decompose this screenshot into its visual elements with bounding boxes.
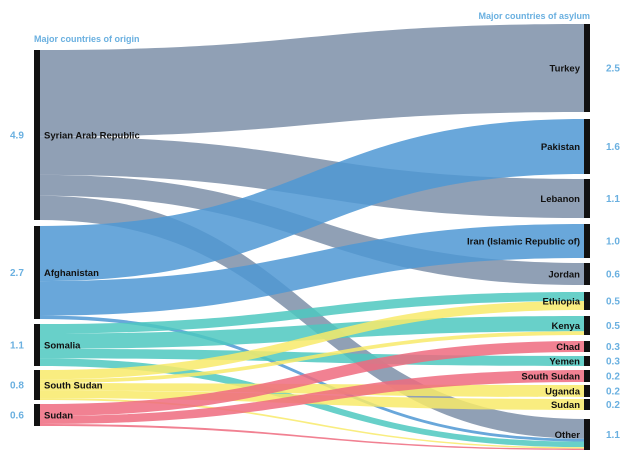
asylum-node-other [584, 419, 590, 450]
flow-group [40, 24, 584, 450]
asylum-value-lebanon: 1.1 [606, 194, 620, 205]
asylum-node-turkey [584, 24, 590, 112]
origin-node-afghanistan [34, 226, 40, 319]
origin-label-sudan: Sudan [44, 411, 73, 422]
asylum-value-jordan: 0.6 [606, 270, 620, 281]
asylum-label-uganda: Uganda [545, 387, 581, 398]
asylum-node-ethiopia [584, 292, 590, 310]
asylum-label-sudan: Sudan [551, 400, 580, 411]
flow-somalia-to-ethiopia [40, 292, 584, 334]
asylum-label-ethiopia: Ethiopia [543, 297, 581, 308]
asylum-label-jordan: Jordan [548, 270, 580, 281]
asylum-value-ethiopia: 0.5 [606, 297, 620, 308]
flow-sudan-to-chad [40, 341, 584, 416]
flow-sudan-to-other [40, 424, 584, 450]
flow-afghanistan-to-pakistan [40, 119, 584, 282]
asylum-value-pakistan: 1.6 [606, 142, 620, 153]
flow-somalia-to-kenya [40, 316, 584, 349]
asylum-node-lebanon [584, 179, 590, 218]
asylum-value-uganda: 0.2 [606, 387, 620, 398]
asylum-value-other: 1.1 [606, 430, 620, 441]
origin-value-south-sudan: 0.8 [10, 381, 24, 392]
asylum-node-iran-islamic-republic-of [584, 224, 590, 258]
asylum-label-yemen: Yemen [549, 357, 580, 368]
origin-value-syrian-arab-republic: 4.9 [10, 131, 24, 142]
asylum-value-iran-islamic-republic-of: 1.0 [606, 237, 620, 248]
asylum-node-yemen [584, 356, 590, 366]
origin-label-syrian-arab-republic: Syrian Arab Republic [44, 131, 140, 142]
asylum-label-other: Other [555, 430, 581, 441]
asylum-label-pakistan: Pakistan [541, 142, 580, 153]
flow-afghanistan-to-iran-islamic-republic-of [40, 224, 584, 316]
origin-label-afghanistan: Afghanistan [44, 268, 99, 279]
asylum-value-sudan: 0.2 [606, 400, 620, 411]
asylum-label-chad: Chad [556, 342, 580, 353]
origin-label-south-sudan: South Sudan [44, 381, 103, 392]
asylum-value-kenya: 0.5 [606, 321, 620, 332]
origin-value-sudan: 0.6 [10, 411, 24, 422]
asylum-label-iran-islamic-republic-of: Iran (Islamic Republic of) [467, 237, 580, 248]
label-group: Syrian Arab Republic 4.9 Afghanistan 2.7 Som… [10, 64, 620, 442]
asylum-label-lebanon: Lebanon [540, 194, 580, 205]
asylum-value-turkey: 2.5 [606, 64, 620, 75]
flow-sudan-to-south-sudan [40, 370, 584, 424]
flow-south-sudan-to-ethiopia [40, 301, 584, 380]
node-group [34, 24, 590, 450]
asylum-node-kenya [584, 316, 590, 335]
asylum-value-chad: 0.3 [606, 342, 620, 353]
origin-node-sudan [34, 404, 40, 426]
asylum-label-south-sudan: South Sudan [521, 372, 580, 383]
origin-label-somalia: Somalia [44, 341, 81, 352]
asylum-header: Major countries of asylum [478, 11, 590, 21]
origin-node-somalia [34, 324, 40, 366]
asylum-node-south-sudan [584, 370, 590, 382]
asylum-node-chad [584, 341, 590, 352]
asylum-label-turkey: Turkey [550, 64, 581, 75]
asylum-label-kenya: Kenya [551, 321, 580, 332]
asylum-value-south-sudan: 0.2 [606, 372, 620, 383]
asylum-node-jordan [584, 263, 590, 285]
flow-syrian-arab-republic-to-turkey [40, 24, 584, 137]
origin-value-afghanistan: 2.7 [10, 268, 24, 279]
asylum-value-yemen: 0.3 [606, 357, 620, 368]
origin-header: Major countries of origin [34, 34, 140, 44]
asylum-node-sudan [584, 399, 590, 410]
asylum-node-pakistan [584, 119, 590, 174]
flow-south-sudan-to-kenya [40, 331, 584, 384]
asylum-node-uganda [584, 385, 590, 397]
origin-value-somalia: 1.1 [10, 341, 24, 352]
flow-south-sudan-to-other [40, 398, 584, 449]
origin-node-south-sudan [34, 370, 40, 400]
origin-node-syrian-arab-republic [34, 50, 40, 220]
flow-south-sudan-to-uganda [40, 383, 584, 397]
